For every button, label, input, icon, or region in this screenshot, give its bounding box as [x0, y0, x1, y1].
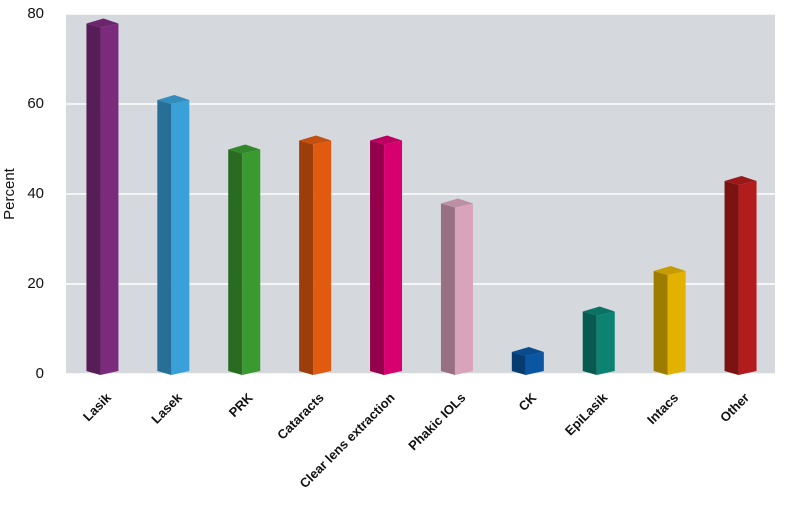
bar-right-face [525, 352, 544, 375]
bar-left-shade [653, 271, 668, 375]
y-axis-label: Percent [1, 167, 18, 220]
bar-left-face [511, 352, 526, 375]
y-tick-label: 60 [27, 95, 44, 112]
y-tick-label: 40 [27, 185, 44, 202]
bar-left-face [724, 181, 739, 375]
bar [511, 347, 544, 375]
bar-top-shade [582, 306, 615, 316]
bar-top-face [440, 198, 473, 208]
bar-left-face [440, 203, 455, 375]
bar-left-shade [299, 140, 314, 375]
bar-top-shade [157, 95, 190, 104]
bar-left-shade [370, 140, 385, 375]
x-tick-label: Intacs [644, 390, 681, 427]
bar-right-face [100, 23, 119, 375]
bar-top-shade [299, 135, 332, 145]
x-tick-label: CK [516, 390, 540, 414]
bar-left-face [299, 140, 314, 375]
bar-left-face [653, 271, 668, 375]
bar [370, 135, 403, 375]
bar-right-face [454, 203, 473, 375]
bar-top-face [157, 95, 190, 104]
y-tick-label: 0 [36, 365, 44, 382]
bar-left-shade [724, 181, 739, 375]
bar-left-shade [440, 203, 455, 375]
bar-left-face [582, 311, 597, 375]
bar [440, 198, 473, 375]
bar-right-face [171, 100, 190, 375]
bar-left-shade [157, 100, 172, 375]
bar-top-face [299, 135, 332, 145]
x-tick-label: Phakic IOLs [405, 390, 468, 453]
bar-top-shade [511, 347, 544, 356]
bar-top-shade [724, 176, 757, 185]
bar-top-face [582, 306, 615, 316]
bar-top-shade [653, 266, 686, 275]
x-tick-label: Lasek [148, 389, 185, 426]
bar-top-shade [440, 198, 473, 208]
bar [299, 135, 332, 375]
x-tick-label: PRK [226, 390, 256, 420]
bar-left-face [86, 23, 101, 375]
bar-left-shade [86, 23, 101, 375]
bar-right-face [667, 271, 686, 375]
bar-left-face [157, 100, 172, 375]
bar-left-shade [228, 149, 243, 375]
bar-right-face [313, 140, 332, 375]
bar-left-shade [582, 311, 597, 375]
bar-top-shade [228, 144, 261, 154]
bar-left-face [370, 140, 385, 375]
bar [86, 18, 119, 375]
bar [653, 266, 686, 375]
y-tick-label: 20 [27, 275, 44, 292]
y-tick-label: 80 [27, 5, 44, 22]
bar-top-face [86, 18, 119, 28]
bar [582, 306, 615, 375]
bar-left-face [228, 149, 243, 375]
bar-top-face [370, 135, 403, 145]
bar-top-shade [370, 135, 403, 145]
x-tick-label: Other [717, 390, 752, 425]
bar [157, 95, 190, 375]
bar-right-face [384, 140, 403, 375]
x-tick-label: EpiLasik [562, 389, 611, 438]
bar-right-face [738, 181, 757, 375]
bar-left-shade [511, 352, 526, 375]
x-tick-label: Cataracts [274, 390, 327, 443]
bar-right-face [596, 311, 615, 375]
bar-top-face [228, 144, 261, 154]
bar [724, 176, 757, 375]
x-tick-label: Lasik [80, 389, 115, 424]
bar-top-face [511, 347, 544, 356]
bar-right-face [242, 149, 261, 375]
bar [228, 144, 261, 375]
bar-top-face [653, 266, 686, 275]
bar-top-face [724, 176, 757, 185]
bar-top-shade [86, 18, 119, 28]
